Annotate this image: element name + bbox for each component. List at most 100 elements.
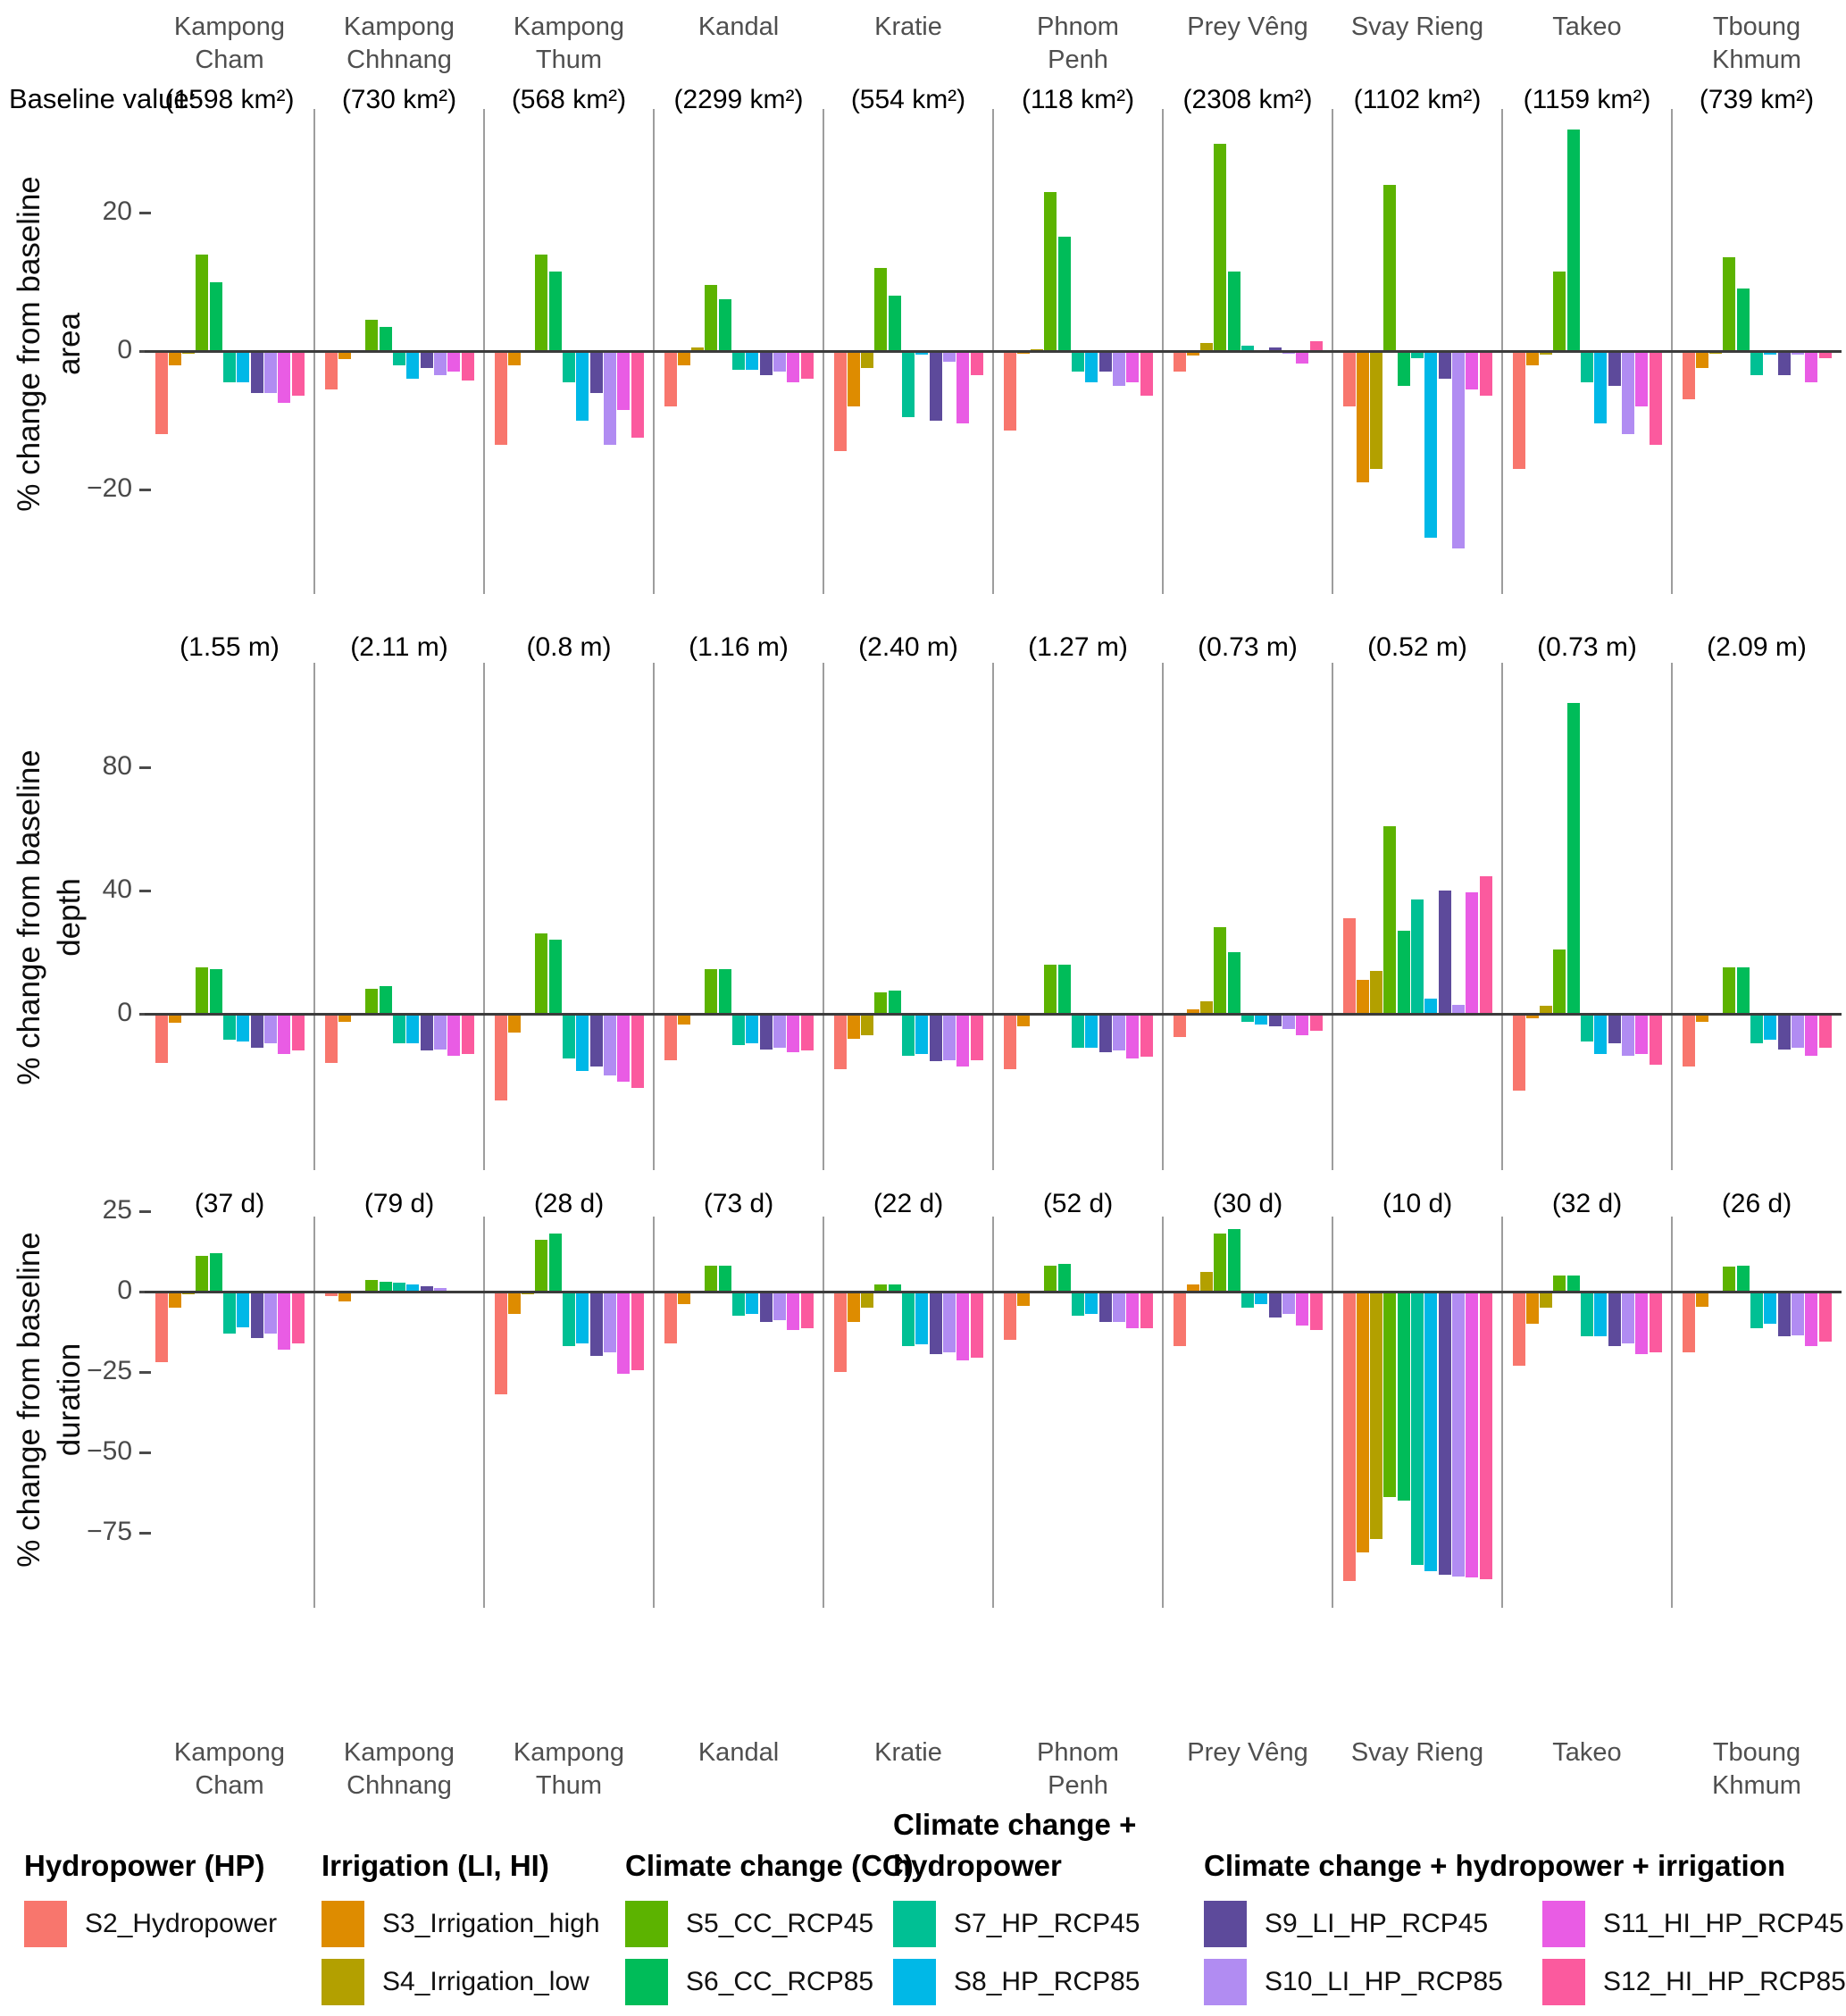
bar-depth-S6_CC_RCP85: [379, 985, 392, 1014]
bar-area-S6_CC_RCP85: [379, 326, 392, 351]
bar-area-S3_Irrigation_high: [1186, 351, 1199, 356]
y-axis-tick-label: −25: [87, 1356, 132, 1385]
bar-depth-S8_HP_RCP85: [1085, 1014, 1098, 1048]
bar-area-S11_HI_HP_RCP45: [278, 351, 291, 404]
baseline-value-label: (30 d): [1212, 1189, 1283, 1218]
bar-area-S5_CC_RCP45: [196, 254, 209, 351]
bar-depth-S8_HP_RCP85: [1424, 998, 1438, 1014]
bar-duration-S6_CC_RCP85: [718, 1266, 731, 1292]
bar-depth-S5_CC_RCP45: [1214, 927, 1227, 1014]
bar-area-S3_Irrigation_high: [847, 351, 860, 406]
bar-area-S7_HP_RCP45: [1411, 351, 1424, 358]
bar-depth-S12_HI_HP_RCP85: [1649, 1014, 1662, 1065]
y-axis-title-line: % change from baseline: [12, 1232, 46, 1568]
bar-duration-S5_CC_RCP45: [365, 1280, 379, 1292]
x-axis-province-label: Phnom Penh: [1037, 1738, 1119, 1800]
legend-item-label: S5_CC_RCP45: [686, 1909, 874, 1938]
bar-depth-S11_HI_HP_RCP45: [1805, 1014, 1818, 1056]
legend-item-label: S3_Irrigation_high: [382, 1909, 600, 1938]
bar-duration-S12_HI_HP_RCP85: [1479, 1292, 1492, 1580]
bar-area-S3_Irrigation_high: [338, 351, 351, 360]
bar-duration-S12_HI_HP_RCP85: [631, 1292, 644, 1371]
baseline-value-label: (37 d): [194, 1189, 265, 1218]
y-axis-tick-label: 0: [117, 1276, 132, 1305]
bar-area-S12_HI_HP_RCP85: [461, 351, 474, 381]
facet-separator-line: [313, 1217, 315, 1608]
bar-area-S5_CC_RCP45: [365, 320, 379, 351]
bar-depth-S3_Irrigation_high: [847, 1014, 860, 1039]
bar-depth-S8_HP_RCP85: [1764, 1014, 1777, 1041]
y-axis-tick-mark: [139, 1532, 151, 1535]
baseline-value-label: (1.16 m): [689, 632, 789, 662]
bar-depth-S9_LI_HP_RCP45: [1777, 1014, 1791, 1050]
bar-area-S9_LI_HP_RCP45: [1438, 351, 1451, 379]
bar-depth-S11_HI_HP_RCP45: [956, 1014, 970, 1067]
bar-duration-S9_LI_HP_RCP45: [589, 1292, 603, 1356]
bar-depth-S8_HP_RCP85: [1594, 1014, 1608, 1054]
bar-area-S7_HP_RCP45: [732, 351, 745, 370]
zero-axis-line: [145, 350, 1842, 353]
bar-area-S8_HP_RCP85: [1085, 351, 1098, 382]
bar-duration-S7_HP_RCP45: [563, 1292, 575, 1347]
legend-color-swatch: [322, 1901, 364, 1947]
bar-area-S12_HI_HP_RCP85: [291, 351, 305, 397]
y-axis-tick-label: 80: [102, 751, 132, 781]
y-axis-tick-mark: [139, 890, 151, 892]
bar-area-S8_HP_RCP85: [576, 351, 589, 421]
bar-depth-S5_CC_RCP45: [705, 968, 718, 1014]
bar-area-S5_CC_RCP45: [1553, 271, 1566, 351]
bar-depth-S11_HI_HP_RCP45: [1466, 891, 1479, 1014]
top-province-label: Kratie: [874, 13, 942, 41]
bar-depth-S9_LI_HP_RCP45: [1608, 1014, 1621, 1043]
bar-area-S11_HI_HP_RCP45: [787, 351, 800, 382]
legend-color-swatch: [625, 1959, 668, 2005]
bar-depth-S11_HI_HP_RCP45: [617, 1014, 631, 1082]
bar-duration-S8_HP_RCP85: [746, 1292, 759, 1315]
bar-duration-S6_CC_RCP85: [548, 1234, 562, 1292]
legend-group-title: Climate change + hydropower + irrigation: [1204, 1849, 1785, 1882]
bar-area-S2_Hydropower: [833, 351, 847, 452]
bar-area-S2_Hydropower: [494, 351, 507, 445]
bar-depth-S6_CC_RCP85: [1057, 964, 1071, 1014]
bar-duration-S8_HP_RCP85: [1594, 1292, 1608, 1337]
y-axis-title-line: depth: [52, 878, 87, 957]
legend-item-label: S11_HI_HP_RCP45: [1603, 1909, 1844, 1938]
baseline-value-label: (568 km²): [511, 85, 627, 114]
bar-duration-S11_HI_HP_RCP45: [278, 1292, 291, 1350]
bar-depth-S11_HI_HP_RCP45: [787, 1014, 800, 1053]
bar-depth-S6_CC_RCP85: [548, 940, 562, 1014]
bar-depth-S6_CC_RCP85: [718, 968, 731, 1014]
bar-area-S12_HI_HP_RCP85: [631, 351, 644, 438]
bar-depth-S7_HP_RCP45: [1072, 1014, 1084, 1048]
bar-area-S9_LI_HP_RCP45: [1098, 351, 1112, 372]
bar-area-S10_LI_HP_RCP85: [1112, 351, 1125, 386]
bar-duration-S3_Irrigation_high: [1016, 1292, 1030, 1307]
baseline-value-label: (1.27 m): [1028, 632, 1128, 662]
bar-area-S2_Hydropower: [155, 351, 168, 434]
bar-duration-S11_HI_HP_RCP45: [787, 1292, 800, 1331]
facet-separator-line: [483, 663, 485, 1170]
y-axis-tick-label: 0: [117, 335, 132, 364]
bar-depth-S12_HI_HP_RCP85: [1479, 876, 1492, 1014]
bar-duration-S4_Irrigation_low: [1200, 1272, 1214, 1292]
bar-area-S10_LI_HP_RCP85: [1451, 351, 1465, 548]
facet-separator-line: [992, 663, 994, 1170]
bar-depth-S5_CC_RCP45: [1553, 949, 1566, 1014]
y-axis-tick-label: −75: [87, 1517, 132, 1546]
bar-depth-S10_LI_HP_RCP85: [1451, 1004, 1465, 1014]
bar-depth-S5_CC_RCP45: [1723, 967, 1736, 1014]
bar-depth-S3_Irrigation_high: [1525, 1014, 1539, 1019]
bar-depth-S11_HI_HP_RCP45: [1635, 1014, 1649, 1054]
facet-separator-line: [1162, 663, 1164, 1170]
bar-area-S7_HP_RCP45: [223, 351, 236, 382]
bar-duration-S9_LI_HP_RCP45: [1268, 1292, 1282, 1318]
y-axis-title-depth: % change from baseline depth: [9, 640, 98, 1194]
bar-depth-S11_HI_HP_RCP45: [447, 1014, 461, 1056]
bar-duration-S12_HI_HP_RCP85: [1140, 1292, 1153, 1329]
bar-area-S3_Irrigation_high: [1356, 351, 1369, 483]
bar-duration-S6_CC_RCP85: [1566, 1276, 1580, 1292]
bar-area-S7_HP_RCP45: [902, 351, 915, 417]
bar-depth-S3_Irrigation_high: [1016, 1014, 1030, 1026]
bar-depth-S3_Irrigation_high: [168, 1014, 181, 1024]
bar-area-S12_HI_HP_RCP85: [1479, 351, 1492, 397]
